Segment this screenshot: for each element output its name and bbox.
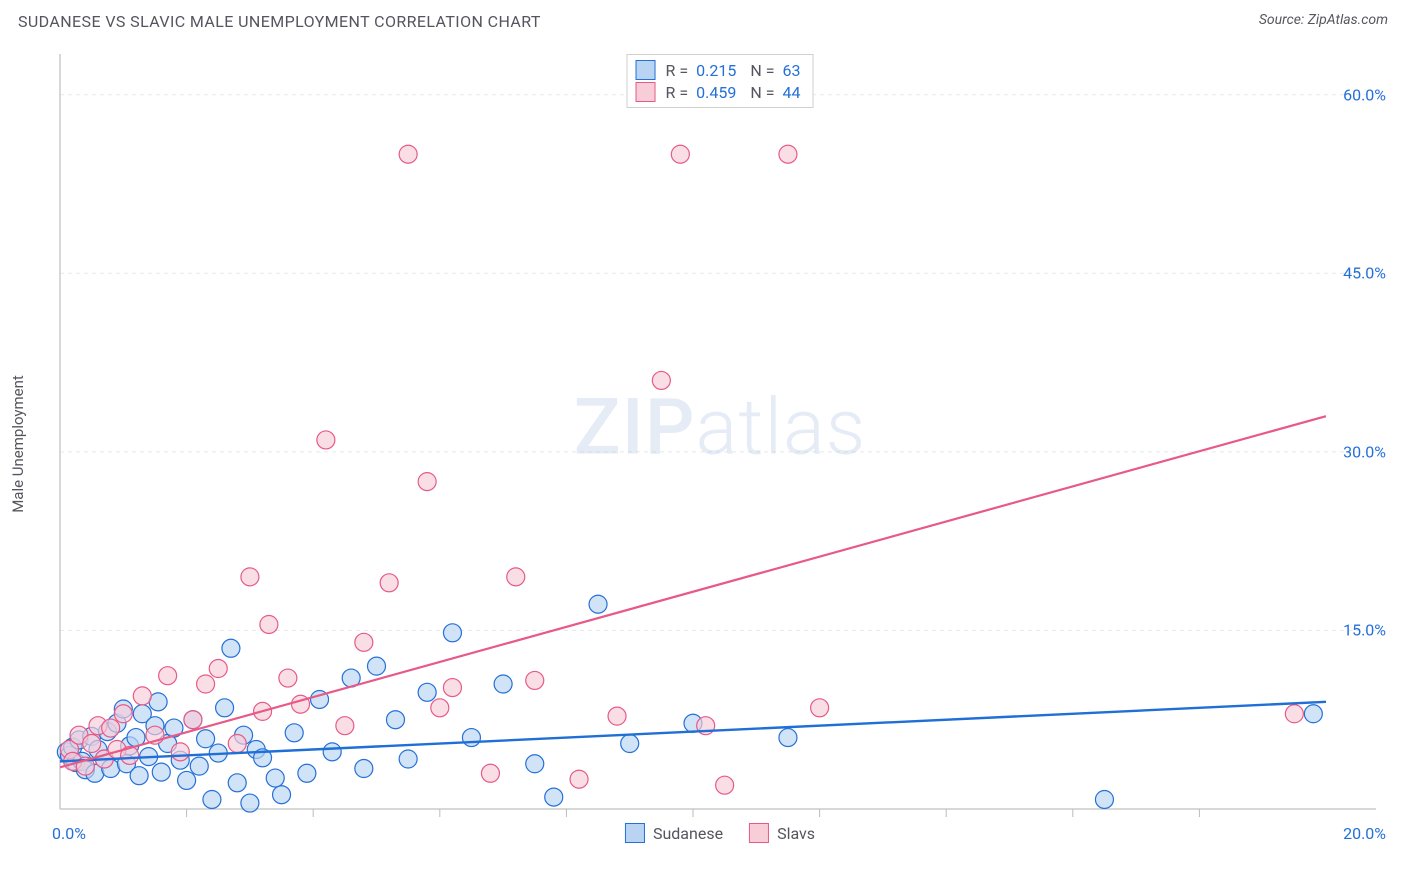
stats-legend-row-sudanese: R = 0.215 N = 63 xyxy=(636,59,805,81)
n-value-sudanese: 63 xyxy=(782,61,800,80)
scatter-chart xyxy=(50,39,1390,849)
chart-title: SUDANESE VS SLAVIC MALE UNEMPLOYMENT COR… xyxy=(18,12,541,31)
stats-legend-row-slavs: R = 0.459 N = 44 xyxy=(636,81,805,103)
y-tick-label: 45.0% xyxy=(1343,264,1386,283)
x-axis-min-label: 0.0% xyxy=(52,824,86,843)
swatch-slavs xyxy=(636,82,656,102)
r-value-sudanese: 0.215 xyxy=(696,61,736,80)
stats-legend: R = 0.215 N = 63 R = 0.459 N = 44 xyxy=(627,54,814,108)
y-tick-label: 60.0% xyxy=(1343,85,1386,104)
chart-container: Male Unemployment ZIPatlas R = 0.215 N =… xyxy=(50,39,1390,849)
series-legend: Sudanese Slavs xyxy=(625,823,815,843)
x-axis-max-label: 20.0% xyxy=(1343,824,1386,843)
source-attribution: Source: ZipAtlas.com xyxy=(1259,12,1388,28)
y-tick-label: 15.0% xyxy=(1343,621,1386,640)
legend-item-slavs: Slavs xyxy=(749,823,815,843)
r-value-slavs: 0.459 xyxy=(696,83,736,102)
y-axis-label: Male Unemployment xyxy=(9,375,27,513)
swatch-sudanese-bottom xyxy=(625,823,645,843)
n-value-slavs: 44 xyxy=(782,83,800,102)
legend-item-sudanese: Sudanese xyxy=(625,823,723,843)
y-tick-label: 30.0% xyxy=(1343,442,1386,461)
swatch-sudanese xyxy=(636,60,656,80)
swatch-slavs-bottom xyxy=(749,823,769,843)
